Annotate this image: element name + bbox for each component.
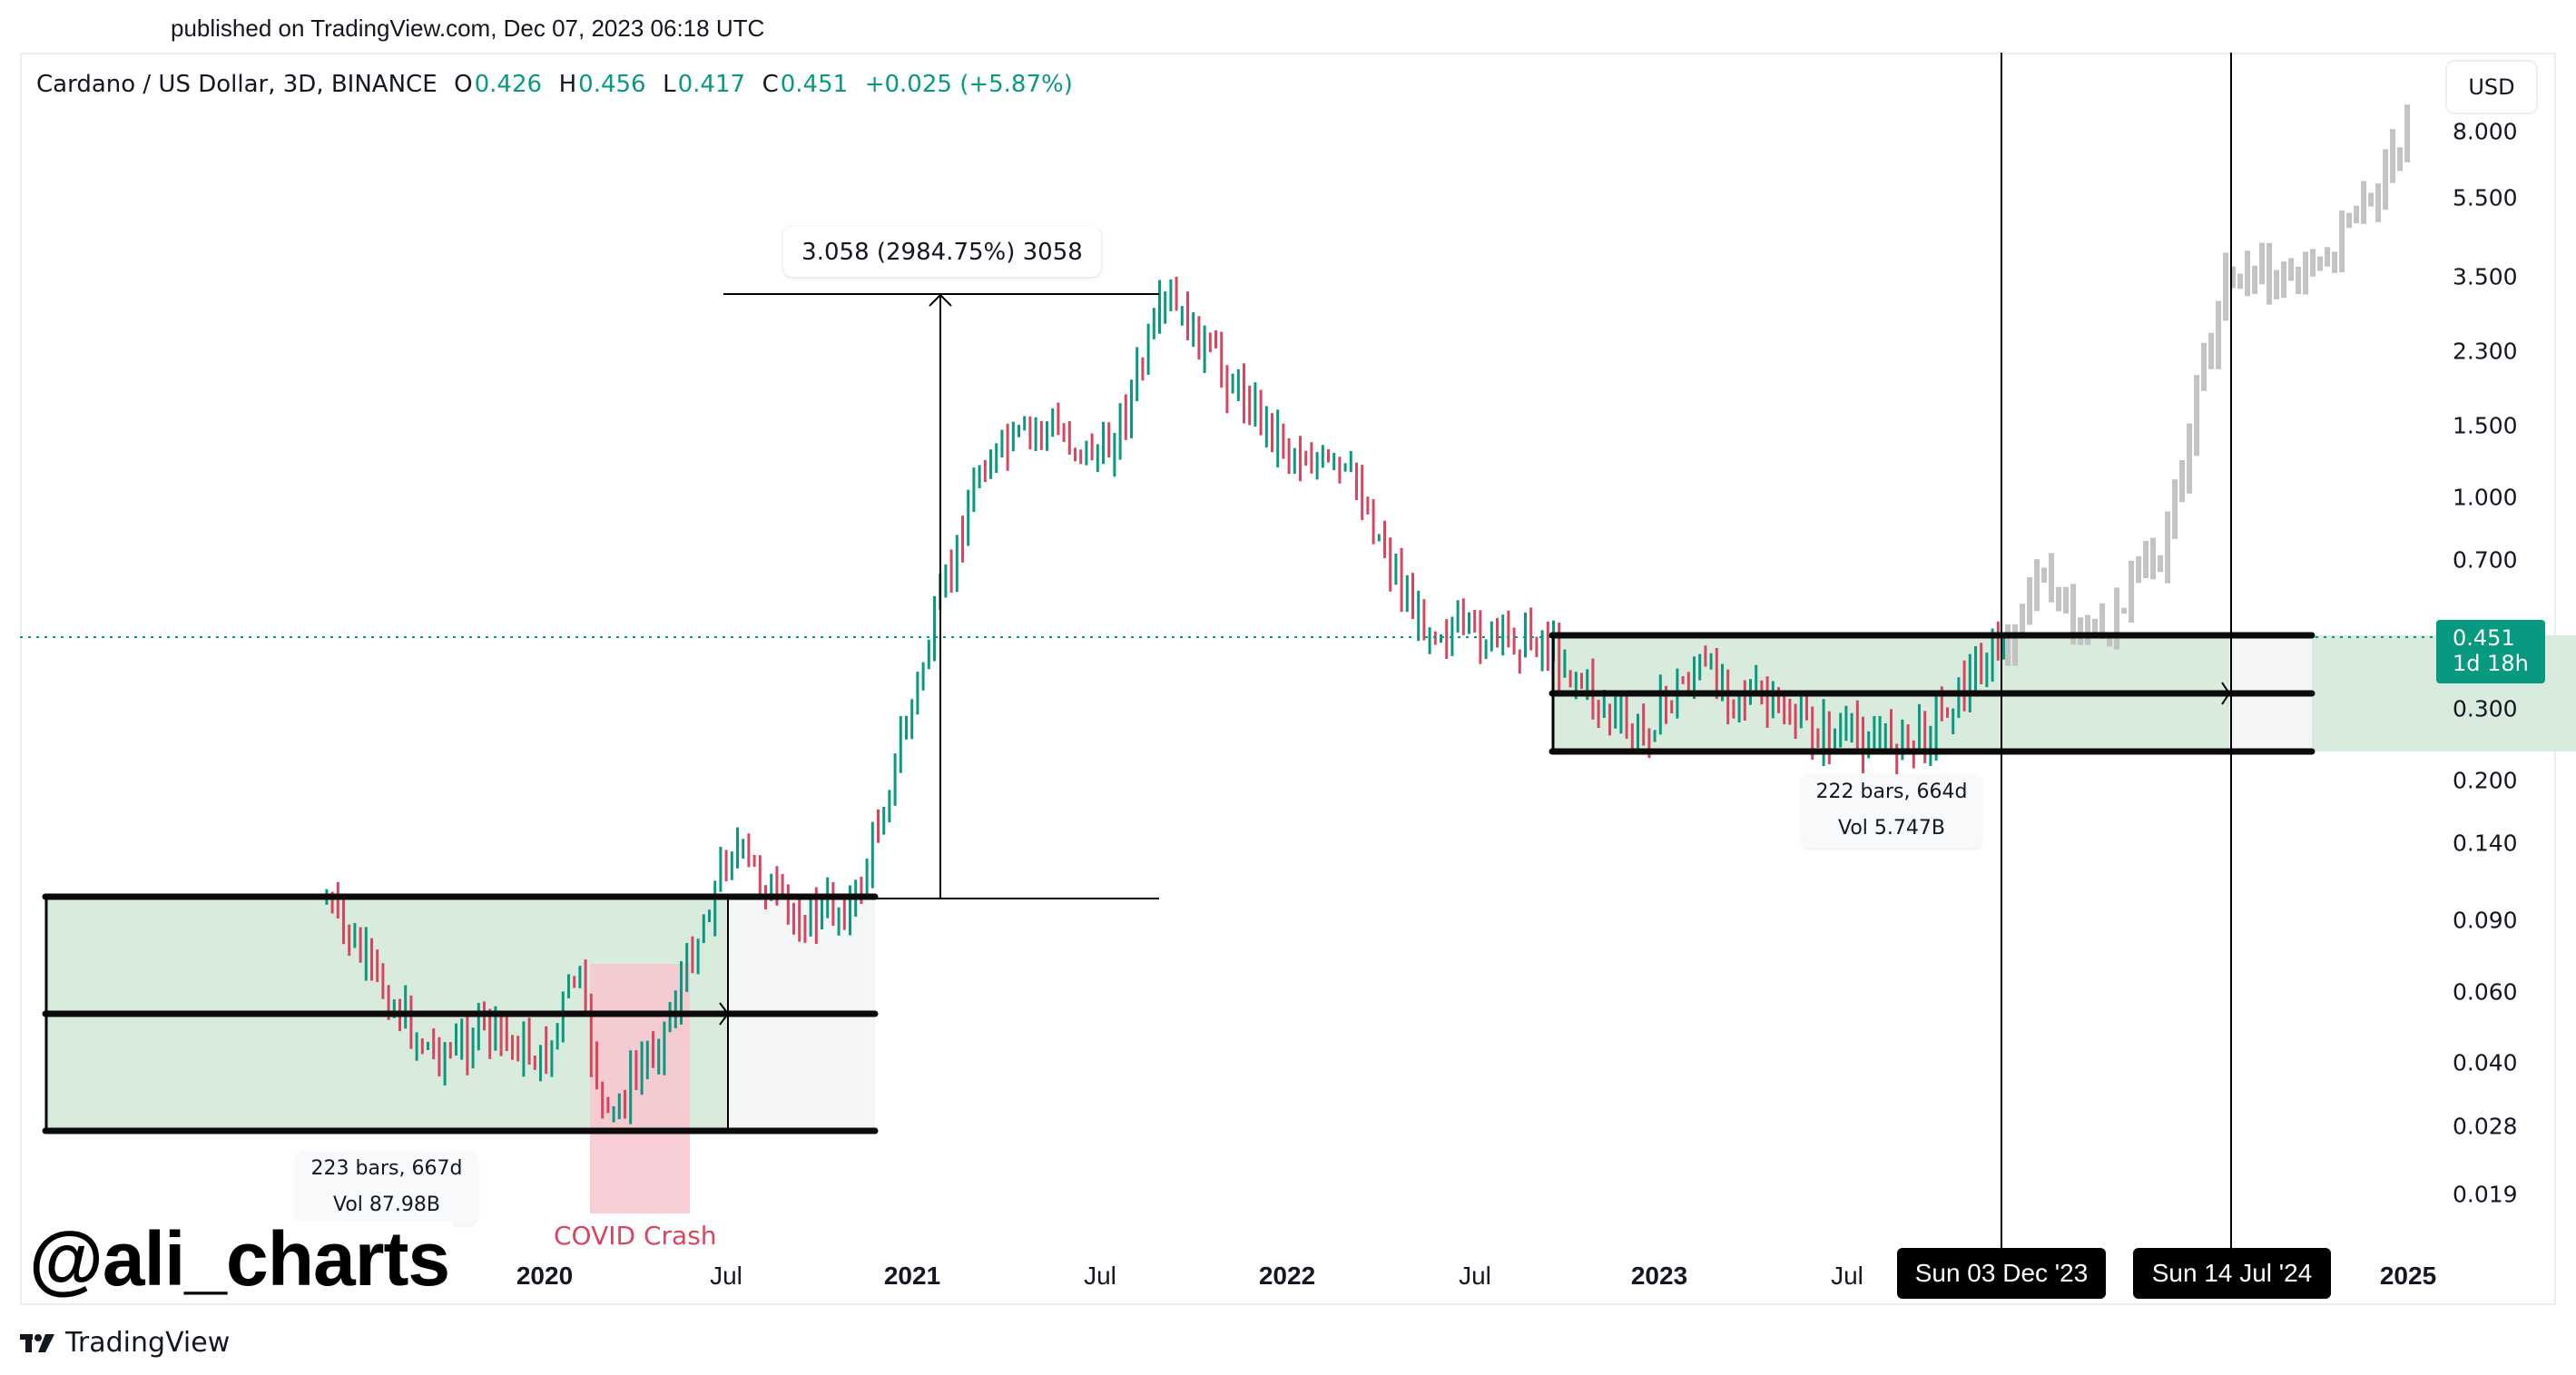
tradingview-brand[interactable]: TradingView [20, 1327, 230, 1359]
close-label: C [762, 71, 779, 98]
price-tick: 2.300 [2453, 338, 2518, 365]
open-value: 0.426 [474, 71, 543, 98]
currency-button[interactable]: USD [2445, 60, 2538, 114]
time-tick: 2023 [1630, 1262, 1688, 1290]
price-tick: 0.300 [2453, 695, 2518, 722]
price-tick: 0.200 [2453, 767, 2518, 794]
time-tick: 2022 [1258, 1262, 1316, 1290]
measure-label[interactable]: 3.058 (2984.75%) 3058 [783, 227, 1101, 277]
measure-arrow-icon [929, 293, 952, 307]
projection-bars [2005, 104, 2411, 666]
high-label: H [558, 71, 577, 98]
range1-volume: Vol 87.98B [333, 1193, 440, 1216]
high-value: 0.456 [578, 71, 646, 98]
tradingview-logo-icon [20, 1333, 54, 1352]
covid-highlight [590, 964, 690, 1213]
price-tick: 0.090 [2453, 907, 2518, 934]
price-tick: 8.000 [2453, 118, 2518, 145]
price-tick: 1.000 [2453, 484, 2518, 511]
time-tick: 2020 [516, 1262, 574, 1290]
range1-arrow-icon [719, 1002, 730, 1026]
author-watermark: @ali_charts [25, 1221, 454, 1297]
close-value: 0.451 [780, 71, 849, 98]
time-tick: Jul [710, 1262, 742, 1290]
tradingview-brand-text: TradingView [65, 1327, 231, 1359]
bar-countdown: 1d 18h [2453, 651, 2529, 676]
price-tick: 0.028 [2453, 1113, 2518, 1140]
published-caption: published on TradingView.com, Dec 07, 20… [171, 15, 765, 42]
current-price-value: 0.451 [2453, 625, 2515, 651]
range2-bars: 222 bars, 664d [1815, 781, 1968, 803]
range2-arrow-icon [2221, 682, 2231, 705]
time-tick: Jul [1459, 1262, 1491, 1290]
price-tick: 1.500 [2453, 412, 2518, 439]
price-tick: 0.140 [2453, 830, 2518, 857]
change-value: +0.025 (+5.87%) [864, 71, 1073, 98]
current-price-badge: 0.451 1d 18h [2436, 620, 2545, 683]
range2-volume: Vol 5.747B [1838, 817, 1945, 840]
price-tick: 5.500 [2453, 184, 2518, 211]
covid-crash-label[interactable]: COVID Crash [554, 1221, 717, 1251]
price-tick: 0.040 [2453, 1049, 2518, 1076]
range2-stats: 222 bars, 664d Vol 5.747B [1801, 774, 1982, 849]
price-tick: 0.700 [2453, 546, 2518, 574]
time-tick: 2021 [883, 1262, 941, 1290]
low-value: 0.417 [677, 71, 746, 98]
price-tick: 0.019 [2453, 1181, 2518, 1208]
low-label: L [663, 71, 676, 98]
price-tick: 3.500 [2453, 263, 2518, 290]
range1-bars: 223 bars, 667d [310, 1157, 463, 1180]
time-tick: Jul [1831, 1262, 1863, 1290]
time-tick: 2025 [2379, 1262, 2437, 1290]
time-tick: Jul [1084, 1262, 1116, 1290]
price-bars [325, 276, 2005, 1125]
symbol-title[interactable]: Cardano / US Dollar, 3D, BINANCE [36, 71, 438, 98]
open-label: O [454, 71, 473, 98]
price-tick: 0.060 [2453, 978, 2518, 1006]
time-flag-jul-2024: Sun 14 Jul '24 [2133, 1248, 2331, 1299]
symbol-legend: Cardano / US Dollar, 3D, BINANCE O0.426 … [36, 71, 1075, 98]
range1-stats: 223 bars, 667d Vol 87.98B [296, 1151, 477, 1225]
time-flag-dec-2023: Sun 03 Dec '23 [1897, 1248, 2106, 1299]
